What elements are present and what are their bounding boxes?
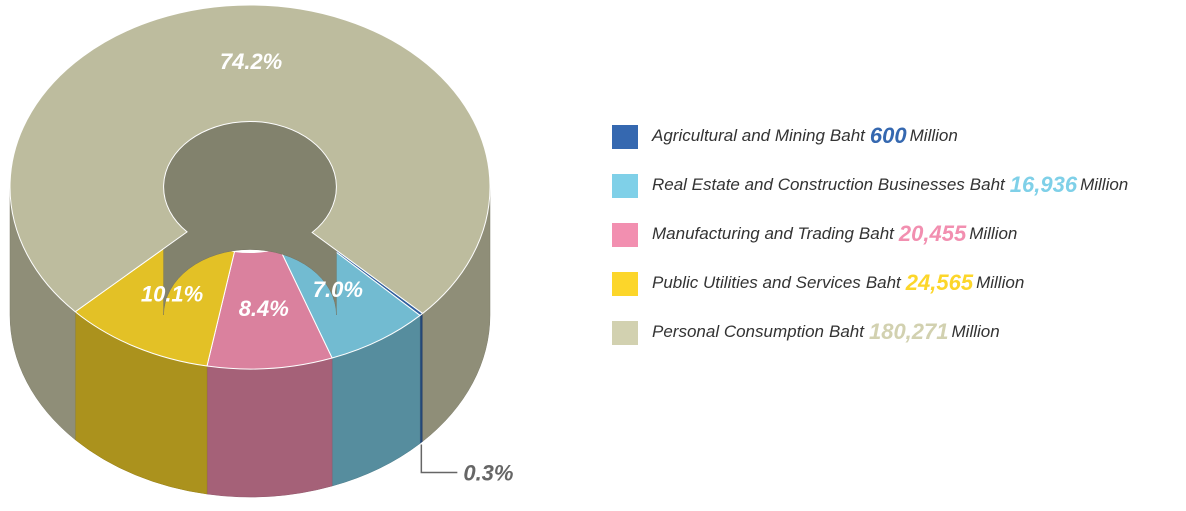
slice-top (9, 4, 491, 315)
percent-label: 8.4% (239, 296, 289, 321)
slice (9, 4, 491, 442)
legend-text: Million (910, 126, 958, 145)
legend-swatch (612, 174, 638, 198)
legend-text: Real Estate and Construction Businesses (652, 175, 965, 194)
legend-text: Million (952, 322, 1000, 341)
percent-label: 7.0% (313, 277, 363, 302)
legend-entry: Agricultural and Mining Baht 600 Million (651, 123, 958, 148)
legend-text: 16,936 (1010, 172, 1078, 197)
legend-text: Million (1080, 175, 1128, 194)
slice-outer-wall (419, 312, 423, 444)
slice-outer-wall (206, 357, 333, 498)
legend-text: Agricultural and Mining (651, 126, 825, 145)
legend-text: Personal Consumption (652, 322, 824, 341)
legend-text: Million (969, 224, 1017, 243)
legend-text: 20,455 (898, 221, 967, 246)
legend-text: 24,565 (905, 270, 974, 295)
leader-line (420, 444, 458, 474)
slice (74, 231, 236, 495)
legend-text: 600 (870, 123, 907, 148)
legend-text: Baht (830, 126, 866, 145)
legend-swatch (612, 125, 638, 149)
percent-label: 74.2% (220, 49, 282, 74)
legend-text: Manufacturing and Trading (652, 224, 854, 243)
legend-text: Million (976, 273, 1024, 292)
legend-text: Baht (866, 273, 902, 292)
legend-swatch (612, 272, 638, 296)
legend-entry: Manufacturing and Trading Baht 20,455 Milli… (652, 221, 1017, 246)
legend-text: Baht (859, 224, 895, 243)
legend-entry: Public Utilities and Services Baht 24,565 M… (652, 270, 1024, 295)
legend-swatch (612, 223, 638, 247)
legend-entry: Real Estate and Construction Businesses B… (652, 172, 1128, 197)
percent-label: 10.1% (141, 282, 203, 307)
legend-text: Public Utilities and Services (652, 273, 861, 292)
legend-entry: Personal Consumption Baht 180,271 Million (652, 319, 1000, 344)
legend-text: Baht (970, 175, 1006, 194)
legend-swatch (612, 321, 638, 345)
legend-text: Baht (829, 322, 865, 341)
legend-text: 180,271 (869, 319, 949, 344)
percent-label: 0.3% (463, 460, 513, 485)
